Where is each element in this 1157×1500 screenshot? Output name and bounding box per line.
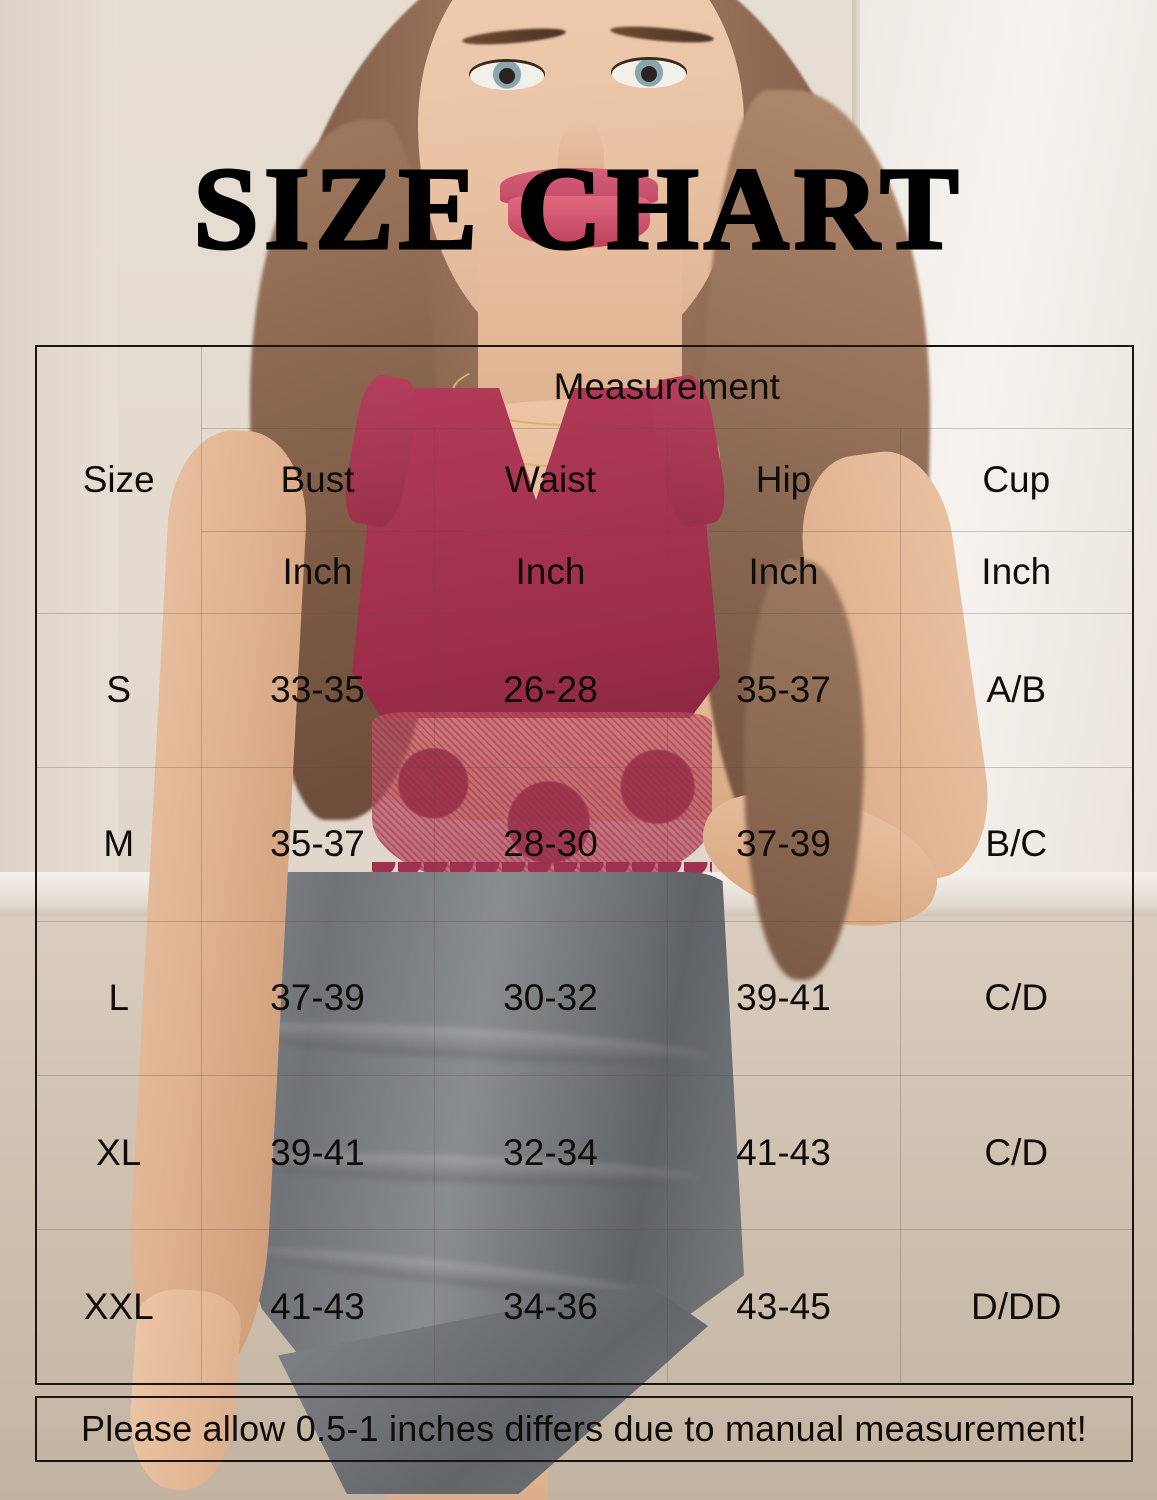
header-hip: Hip [666,427,901,532]
cell-size: S [35,612,202,768]
cell-cup: B/C [899,766,1134,922]
model-pupil-right [641,66,657,82]
cell-waist: 32-34 [433,1075,668,1231]
cell-waist: 28-30 [433,766,668,922]
cell-cup: A/B [899,612,1134,768]
cell-size: M [35,766,202,922]
cell-hip: 35-37 [666,612,901,768]
header-unit-waist: Inch [433,530,668,614]
header-unit-bust: Inch [200,530,435,614]
model-lips-lower [508,196,650,248]
cell-bust: 39-41 [200,1075,435,1231]
header-unit-hip: Inch [666,530,901,614]
table-row: M 35-37 28-30 37-39 B/C [35,766,1134,922]
cell-cup: C/D [899,1075,1134,1231]
cell-waist: 34-36 [433,1229,668,1385]
cell-hip: 39-41 [666,920,901,1077]
header-measurement: Measurement [200,345,1134,429]
table-header-row-groups: Bust Waist Hip Cup [36,427,1134,532]
cell-waist: 30-32 [433,920,668,1077]
cell-size: XXL [35,1229,202,1385]
cell-bust: 41-43 [200,1229,435,1385]
cell-cup: C/D [899,920,1134,1077]
header-size: Size [35,345,202,614]
cell-bust: 33-35 [200,612,435,768]
table-row: L 37-39 30-32 39-41 C/D [35,920,1134,1077]
table-row: XL 39-41 32-34 41-43 C/D [35,1075,1134,1231]
cell-hip: 37-39 [666,766,901,922]
table-header-row-measurement: Size Measurement [35,345,1134,614]
cell-cup: D/DD [899,1229,1134,1385]
table-row: S 33-35 26-28 35-37 A/B [35,612,1134,768]
header-cup: Cup [899,427,1134,532]
model-pupil-left [499,68,515,84]
cell-size: L [35,920,202,1077]
cell-bust: 37-39 [200,920,435,1077]
header-bust: Bust [200,427,435,532]
cell-size: XL [35,1075,202,1231]
cell-hip: 41-43 [666,1075,901,1231]
header-unit-cup: Inch [899,530,1134,614]
table-row: XXL 41-43 34-36 43-45 D/DD [35,1229,1134,1385]
header-waist: Waist [433,427,668,532]
cell-waist: 26-28 [433,612,668,768]
cell-hip: 43-45 [666,1229,901,1385]
measurement-disclaimer: Please allow 0.5-1 inches differs due to… [35,1396,1133,1462]
page-title: SIZE CHART [192,143,964,274]
cell-bust: 35-37 [200,766,435,922]
size-chart-table: Size Measurement Bust Waist Hip Cup Inch… [35,345,1135,1385]
table-header-row-units: Inch Inch Inch Inch [36,530,1134,614]
